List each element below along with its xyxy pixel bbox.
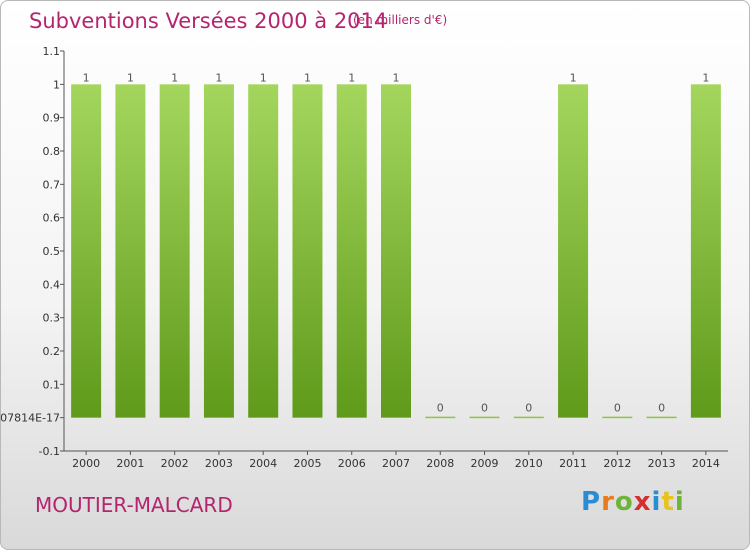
bar <box>203 84 234 418</box>
data-label: 1 <box>171 71 178 84</box>
x-tick-label: 2007 <box>382 457 410 470</box>
logo-letter: x <box>633 487 652 517</box>
logo-letter: P <box>581 487 602 517</box>
proxiti-logo: Proxiti <box>581 487 685 517</box>
y-tick-label: 0.5 <box>43 245 61 258</box>
bar <box>292 84 323 418</box>
y-tick-label: 0.6 <box>43 212 61 225</box>
x-tick-label: 2006 <box>338 457 366 470</box>
y-tick-label: 1.1 <box>43 45 61 58</box>
bar <box>602 416 633 419</box>
data-label: 1 <box>260 71 267 84</box>
x-tick-label: 2010 <box>515 457 543 470</box>
data-label: 1 <box>570 71 577 84</box>
y-tick-label: 1.307814E-17 <box>1 412 60 425</box>
bar <box>115 84 146 418</box>
bar <box>513 416 544 419</box>
x-tick-label: 2003 <box>205 457 233 470</box>
data-label: 1 <box>215 71 222 84</box>
data-label: 1 <box>83 71 90 84</box>
logo-letter: t <box>661 487 675 517</box>
y-tick-label: 1 <box>53 78 60 91</box>
bar <box>558 84 589 418</box>
y-tick-label: 0.9 <box>43 112 61 125</box>
data-label: 1 <box>304 71 311 84</box>
x-tick-label: 2001 <box>116 457 144 470</box>
y-tick-label: -0.1 <box>39 445 60 458</box>
data-label: 1 <box>393 71 400 84</box>
data-label: 0 <box>481 402 488 415</box>
y-tick-label: 0.4 <box>43 278 61 291</box>
data-label: 1 <box>702 71 709 84</box>
x-tick-label: 2014 <box>692 457 720 470</box>
data-label: 0 <box>525 402 532 415</box>
bar <box>690 84 721 418</box>
y-tick-label: 0.8 <box>43 145 61 158</box>
bar <box>336 84 367 418</box>
chart-title: Subventions Versées 2000 à 2014 <box>29 9 388 33</box>
data-label: 1 <box>348 71 355 84</box>
logo-letter: r <box>601 487 615 517</box>
logo-letter: i <box>651 487 662 517</box>
logo-letter: i <box>674 487 685 517</box>
data-label: 0 <box>658 402 665 415</box>
data-label: 1 <box>127 71 134 84</box>
commune-name: MOUTIER-MALCARD <box>35 493 233 517</box>
x-tick-label: 2012 <box>603 457 631 470</box>
x-tick-label: 2000 <box>72 457 100 470</box>
x-tick-label: 2013 <box>648 457 676 470</box>
x-tick-label: 2009 <box>471 457 499 470</box>
y-tick-label: 0.3 <box>43 312 61 325</box>
x-tick-label: 2002 <box>161 457 189 470</box>
data-label: 0 <box>614 402 621 415</box>
x-tick-label: 2004 <box>249 457 277 470</box>
bar <box>646 416 677 419</box>
logo-letter: o <box>614 487 634 517</box>
bar <box>159 84 190 418</box>
x-tick-label: 2011 <box>559 457 587 470</box>
chart-unit: (en milliers d'€) <box>353 13 448 27</box>
bar <box>71 84 102 418</box>
y-tick-label: 0.7 <box>43 178 61 191</box>
data-label: 0 <box>437 402 444 415</box>
x-tick-label: 2005 <box>293 457 321 470</box>
bar <box>425 416 456 419</box>
y-tick-label: 0.1 <box>43 378 61 391</box>
y-tick-label: 0.2 <box>43 345 61 358</box>
bar <box>469 416 500 419</box>
bar <box>248 84 279 418</box>
x-tick-label: 2008 <box>426 457 454 470</box>
bar <box>381 84 411 418</box>
